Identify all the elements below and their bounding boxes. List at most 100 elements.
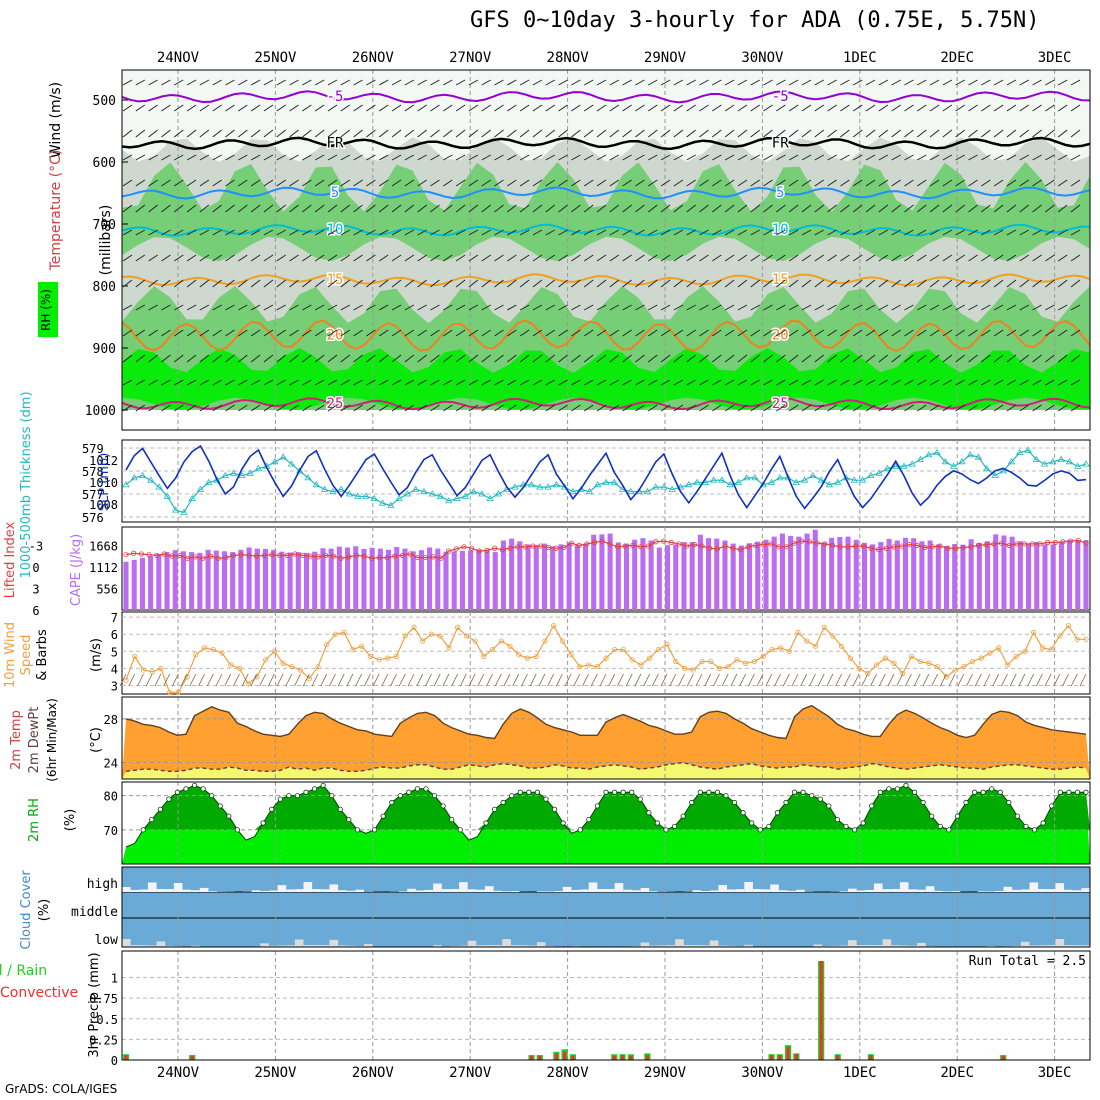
wind-barb — [366, 404, 376, 412]
wind-barb — [609, 279, 620, 288]
wind-speed-point — [193, 652, 199, 658]
wind-barb — [1045, 329, 1055, 337]
low-cloud-bar — [467, 940, 477, 947]
high-cloud-bar — [355, 889, 364, 892]
wind-barb — [724, 304, 735, 311]
wind-barb — [596, 104, 607, 112]
wind-barb — [507, 129, 517, 138]
thickness-point — [627, 487, 635, 495]
wind-barb — [622, 329, 632, 337]
wind-barb — [904, 254, 914, 262]
wind-barb — [865, 204, 876, 213]
wind-barb — [1006, 379, 1017, 386]
wind-barb — [800, 673, 808, 687]
wind-barb — [660, 404, 671, 412]
wind-barb — [163, 673, 170, 687]
rh-point — [774, 810, 781, 816]
wind-barb — [571, 354, 581, 363]
wind-barb — [865, 229, 876, 236]
cape-tick-label: 556 — [96, 583, 118, 597]
wind-barb — [391, 279, 402, 288]
li-point — [714, 546, 720, 552]
cape-bar — [779, 533, 785, 610]
wind-barb — [765, 673, 773, 687]
low-cloud-bar — [536, 942, 546, 947]
wind-barb — [1057, 329, 1068, 337]
cape-bar — [681, 542, 687, 610]
wind-barb — [545, 354, 556, 363]
rh-point — [1074, 789, 1081, 795]
wind-barb — [852, 404, 863, 412]
wind-barb — [532, 154, 543, 161]
wind-barb — [276, 104, 287, 112]
high-cloud-bar — [554, 891, 563, 892]
li-point — [891, 544, 897, 550]
wind-speed-point — [455, 624, 461, 630]
wind-barb — [289, 404, 299, 412]
wind-barb — [916, 179, 927, 187]
li-point — [860, 543, 866, 549]
wind-barb — [763, 204, 773, 213]
wind-barb — [122, 254, 133, 262]
li-point — [284, 552, 290, 559]
thickness-slp-frame — [121, 439, 1091, 523]
date-label-top: 24NOV — [157, 50, 200, 66]
li-tick-label: 0 — [32, 561, 39, 575]
cape-bar — [156, 554, 162, 610]
wind-barb — [558, 154, 568, 161]
wind-barb — [263, 154, 274, 161]
rh-point — [749, 820, 755, 826]
wind-barb — [750, 204, 761, 213]
wind-barb — [827, 104, 837, 112]
wind-barb — [519, 379, 530, 386]
wind-barb — [135, 154, 146, 161]
high-cloud-bar — [614, 883, 624, 892]
wind-barb — [968, 104, 978, 112]
high-cloud-bar — [649, 891, 658, 892]
li-point — [430, 554, 436, 560]
wind-barb — [929, 279, 940, 288]
high-cloud-bar — [943, 891, 952, 892]
wind-barb — [327, 279, 338, 288]
wind-barb — [673, 179, 684, 187]
wind-barb — [443, 79, 453, 86]
high-cloud-bar — [571, 889, 581, 892]
date-label-bottom: 27NOV — [449, 1065, 492, 1081]
wind-speed-point — [228, 662, 234, 668]
wind-speed-point — [777, 645, 784, 651]
wind-barb — [404, 129, 415, 138]
wind-barb — [1045, 254, 1055, 262]
wind-barb — [1045, 204, 1055, 213]
rh-point — [954, 813, 961, 819]
precip-tick-label: 0.25 — [89, 1033, 118, 1047]
cape-bar — [172, 550, 178, 610]
wind-barb — [320, 673, 328, 687]
wind-barb — [750, 379, 760, 386]
wind-barb — [519, 204, 530, 213]
wind-barb — [635, 229, 645, 236]
wind-barb — [673, 404, 684, 412]
thickness-point — [171, 506, 180, 513]
wind-barb — [635, 304, 645, 311]
wind-barb — [573, 673, 581, 687]
wind-barb — [199, 354, 210, 363]
wind-barb — [1057, 154, 1068, 161]
low-cloud-bar — [908, 945, 918, 947]
wind-speed-point — [568, 652, 574, 658]
wind-barb — [285, 673, 293, 687]
wind-barb — [686, 104, 696, 112]
wind-barb — [737, 104, 748, 112]
wind-barb — [1045, 279, 1055, 288]
wind-barb — [198, 673, 205, 687]
li-point — [637, 544, 644, 550]
wind-barb — [1032, 404, 1042, 412]
thickness-point — [982, 464, 991, 472]
wind-barb — [711, 279, 722, 288]
wind-barb — [148, 129, 158, 138]
wind-barb — [417, 204, 427, 213]
precip-convective-bar — [794, 1054, 798, 1060]
wind-barb — [583, 104, 594, 112]
thickness-point — [469, 487, 478, 495]
wind-barb — [161, 404, 171, 412]
cape-bar — [410, 551, 416, 610]
